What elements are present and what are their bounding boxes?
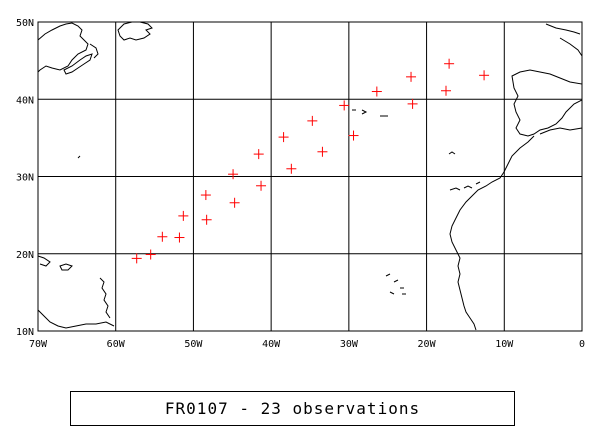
map-frame [37,21,583,332]
island-bermuda [77,155,81,159]
coastline-nova-scotia [63,53,93,75]
lon-tick-label: 20W [418,339,437,350]
lat-tick-label: 20N [16,250,34,261]
coastline-north-america [37,22,89,73]
observation-marker [201,214,212,225]
island-azores [352,109,388,117]
lon-tick-label: 70W [29,339,48,350]
lat-tick-label: 50N [16,18,34,29]
observation-marker [256,180,267,191]
observation-marker [339,100,350,111]
observation-marker [174,232,185,243]
caption-text: FR0107 - 23 observations [164,399,421,418]
lon-tick-label: 10W [495,339,514,350]
observation-marker [229,197,240,208]
coastline-north-africa [539,127,583,135]
coastline-newfoundland [117,21,153,41]
observation-marker [131,253,142,264]
observation-marker [317,146,328,157]
coastline-iberia [511,69,583,137]
island-cape-verde [385,273,406,295]
latitude-labels: 10N 20N 30N 40N 50N [16,18,34,338]
observation-marker [200,190,211,201]
plot-area [37,21,583,332]
lat-tick-label: 30N [16,173,34,184]
coastline-gulf-shore [89,43,99,59]
lon-tick-label: 50W [184,339,203,350]
coastline-caribbean [37,255,51,267]
lon-tick-label: 0 [579,339,585,350]
observation-marker [348,130,359,141]
lat-tick-label: 40N [16,95,34,106]
observation-markers [131,58,490,264]
coastline-europe [545,23,581,35]
lon-tick-label: 60W [107,339,126,350]
lat-tick-label: 10N [16,327,34,338]
coastlines [37,21,583,331]
observation-marker [286,163,297,174]
observation-marker [407,98,418,109]
longitude-labels: 70W 60W 50W 40W 30W 20W 10W 0 [29,339,585,350]
island-madeira [448,151,456,155]
observation-marker [228,169,239,180]
island-antilles [99,277,111,319]
coastline-west-africa [449,135,535,331]
coastline-france [559,37,583,57]
observation-marker [307,115,318,126]
observation-marker [253,149,264,160]
lon-tick-label: 40W [262,339,281,350]
lon-tick-label: 30W [340,339,359,350]
observation-marker [278,132,289,143]
observation-marker [178,210,189,221]
caption-box: FR0107 - 23 observations [70,391,515,426]
observation-marker [441,85,451,96]
observation-marker [406,71,417,82]
graticule [37,21,583,332]
island-puerto-rico [59,263,73,271]
island-canaries [449,181,481,191]
observation-marker [479,70,490,81]
observation-marker [444,58,455,69]
observation-marker [145,249,156,260]
observation-marker [157,231,168,242]
coastline-south-america [37,309,115,329]
observation-marker [371,86,382,97]
